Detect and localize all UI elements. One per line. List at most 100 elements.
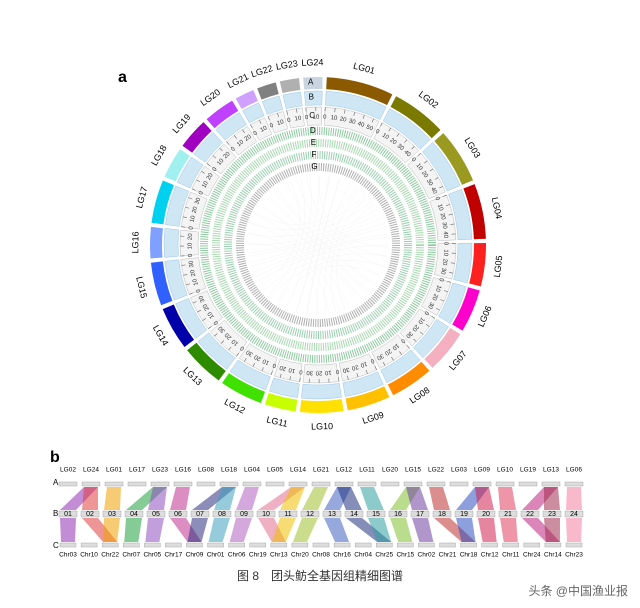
top-label: LG24 (83, 467, 99, 474)
chromosome-bar (207, 542, 224, 548)
link-band (342, 371, 384, 397)
scale-tick-label: 30 (188, 260, 195, 268)
scale-tick-label: 10 (390, 342, 399, 351)
middle-label: 08 (218, 511, 226, 518)
scale-tick-label: 20 (350, 363, 359, 371)
scale-tick (419, 331, 424, 335)
middle-label: 18 (438, 511, 446, 518)
scale-tick (208, 326, 212, 330)
chromosome-bar (102, 510, 122, 518)
linkage-group-label: LG18 (149, 143, 169, 167)
scale-tick (286, 110, 288, 115)
chromosome-bar (366, 510, 386, 518)
scale-tick (277, 112, 279, 117)
linkage-group-label: LG19 (170, 112, 192, 135)
middle-label: 03 (108, 511, 116, 518)
synteny-link (475, 487, 494, 510)
chromosome-band (469, 242, 486, 287)
scale-tick (423, 160, 428, 164)
scale-tick-label: 0 (323, 115, 327, 121)
synteny-link (214, 487, 236, 510)
synteny-link (456, 518, 476, 542)
inner-link (285, 182, 381, 276)
bottom-label: Chr10 (80, 552, 98, 559)
scale-band (302, 363, 340, 384)
inner-link (253, 233, 388, 273)
track-letter: D (310, 126, 316, 135)
link-band (269, 377, 300, 398)
chromosome-bar (219, 481, 239, 487)
inner-link (257, 244, 389, 282)
chromosome-band (434, 133, 474, 185)
synteny-link (145, 518, 164, 542)
linkage-group-label: LG07 (447, 349, 469, 372)
linkage-group-label: LG21 (226, 72, 250, 91)
scale-tick-label: 10 (230, 337, 239, 346)
scale-tick (279, 373, 282, 378)
chromosome-bar (58, 510, 78, 518)
scale-tick-label: 10 (216, 157, 225, 166)
scale-band (206, 143, 237, 175)
bottom-label: Chr13 (270, 552, 288, 559)
middle-label: 05 (152, 511, 160, 518)
bottom-label: Chr22 (101, 552, 119, 559)
synteny-link (498, 487, 516, 510)
synteny-link (429, 487, 450, 510)
chromosome-bar (228, 542, 245, 548)
chromosome-bar (80, 510, 100, 518)
linkage-group-label: LG13 (181, 365, 204, 387)
chromosome-bar (265, 481, 285, 487)
scale-tick (259, 119, 262, 124)
top-label: LG08 (198, 467, 214, 474)
scale-band (429, 194, 457, 241)
scale-tick-label: 30 (426, 301, 435, 310)
middle-label: 24 (570, 511, 578, 518)
middle-label: 01 (64, 511, 72, 518)
inner-link (276, 188, 376, 285)
bottom-label: Chr07 (122, 552, 140, 559)
chromosome-bar (80, 542, 98, 548)
scale-band (210, 319, 248, 357)
scale-tick-label: 20 (223, 151, 232, 160)
scale-tick-label: 30 (245, 348, 254, 357)
scale-tick-label: 0 (269, 123, 275, 130)
scale-tick (413, 338, 417, 343)
chromosome-bar (454, 510, 474, 518)
inner-link (296, 175, 330, 312)
inner-link (248, 217, 383, 257)
scale-tick (425, 323, 430, 327)
link-band (380, 349, 421, 384)
scale-tick-label: 0 (305, 115, 310, 121)
scale-tick-label: 50 (365, 124, 374, 132)
linkage-group-label: LG15 (134, 276, 149, 300)
bottom-label: Chr18 (460, 552, 478, 559)
scale-tick (289, 376, 291, 381)
chromosome-bar (81, 481, 101, 487)
link-band (301, 383, 342, 400)
scale-tick-label: 0 (374, 129, 380, 136)
scale-tick-label: 40 (403, 149, 412, 158)
top-label: LG04 (244, 467, 260, 474)
chromosome-bar (101, 542, 119, 548)
linkage-group-label: LG22 (250, 63, 274, 79)
scale-band (267, 111, 289, 134)
chromosome-bar (344, 510, 364, 518)
scale-tick-label: 0 (437, 277, 444, 282)
scale-band (407, 152, 446, 200)
chromosome-band (387, 361, 430, 396)
track-ring (236, 163, 400, 327)
chromosome-bar (472, 481, 492, 487)
chromosome-bar (300, 510, 320, 518)
inner-link (266, 197, 368, 295)
chromosome-band (187, 342, 226, 381)
middle-label: 12 (306, 511, 314, 518)
scale-tick-label: 0 (399, 337, 406, 344)
chromosome-band (222, 373, 266, 404)
scale-tick-label: 40 (429, 187, 438, 196)
link-band (165, 185, 190, 227)
bottom-label: Chr09 (186, 552, 204, 559)
middle-label: 15 (372, 511, 380, 518)
synteny-link (148, 487, 167, 510)
inner-link (261, 203, 363, 300)
